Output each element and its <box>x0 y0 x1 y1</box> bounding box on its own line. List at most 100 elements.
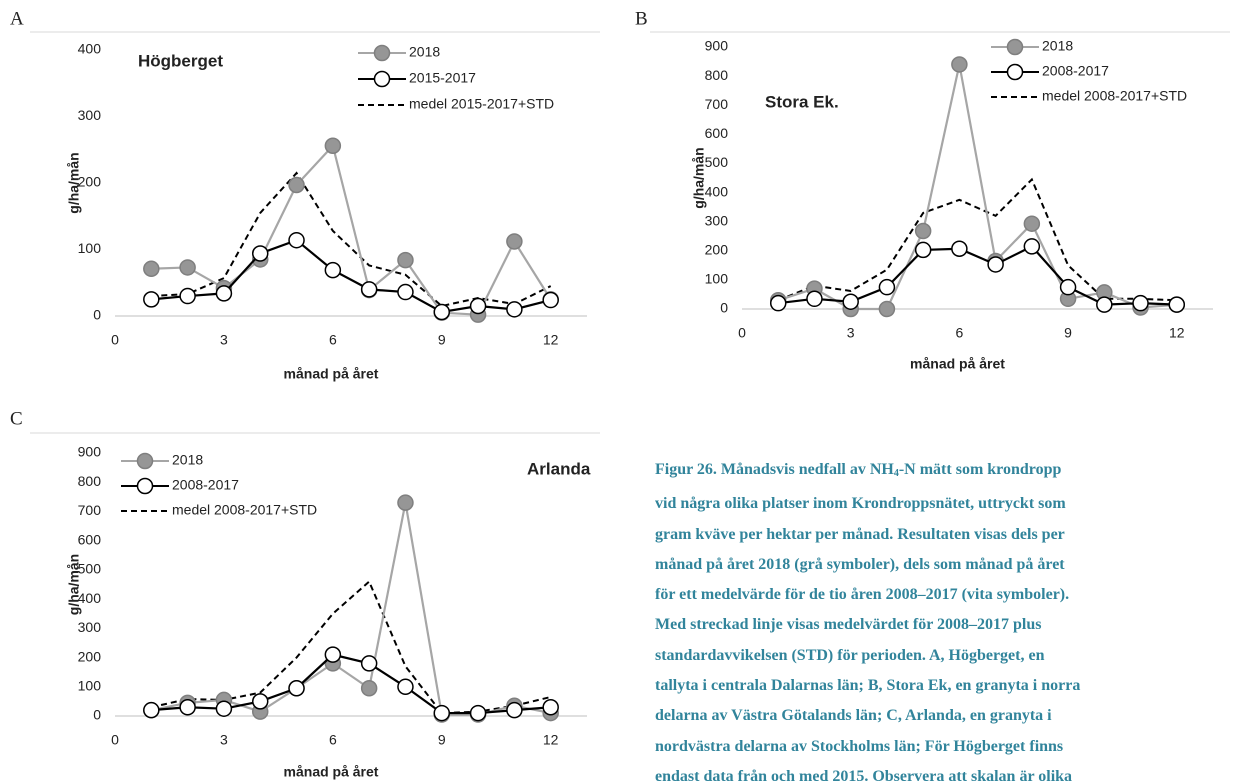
x-tick-label: 6 <box>955 325 963 341</box>
chart-title: Högberget <box>138 51 223 70</box>
point <box>397 251 414 269</box>
point <box>288 176 305 194</box>
y-tick-label: 200 <box>78 174 102 190</box>
point <box>1059 278 1077 296</box>
series-line <box>151 238 551 314</box>
legend-label: medel 2015-2017+STD <box>409 96 554 112</box>
y-tick-label: 400 <box>78 41 102 57</box>
point <box>324 646 342 663</box>
legend-label: 2008-2017 <box>172 477 239 493</box>
caption-text: -N mätt som krondropp <box>898 461 1062 478</box>
panel-label: C <box>10 408 23 429</box>
x-tick-label: 3 <box>220 732 228 748</box>
point <box>251 245 269 262</box>
point <box>397 678 414 696</box>
point <box>842 293 859 310</box>
y-tick-label: 800 <box>78 473 102 489</box>
point <box>143 701 160 719</box>
legend-marker <box>1006 63 1024 81</box>
x-axis-label: månad på året <box>284 366 379 382</box>
point <box>469 297 487 315</box>
y-tick-label: 400 <box>78 590 102 606</box>
y-axis-label: g/ha/mån <box>66 554 82 615</box>
y-tick-label: 700 <box>78 502 102 518</box>
y-tick-label: 900 <box>78 444 102 460</box>
series-line <box>777 177 1177 302</box>
x-tick-label: 0 <box>111 332 119 348</box>
point <box>506 701 523 719</box>
x-tick-label: 9 <box>1064 325 1072 341</box>
caption-line: för ett medelvärde för de tio åren 2008–… <box>655 586 1070 604</box>
y-tick-label: 0 <box>93 307 101 323</box>
series-line <box>151 502 551 716</box>
point <box>542 698 559 716</box>
x-tick-label: 12 <box>543 732 559 748</box>
y-tick-label: 900 <box>705 38 729 54</box>
point <box>143 291 160 308</box>
caption-line: månad på året 2018 (grå symboler), dels … <box>655 555 1065 573</box>
point <box>542 291 559 309</box>
y-tick-label: 100 <box>78 677 102 693</box>
y-tick-label: 300 <box>78 107 102 123</box>
legend-marker <box>136 452 154 470</box>
legend-marker <box>1006 38 1024 56</box>
y-tick-label: 100 <box>78 240 102 256</box>
y-axis-label: g/ha/mån <box>691 147 707 208</box>
point <box>143 260 160 278</box>
legend-label: medel 2008-2017+STD <box>1042 88 1187 104</box>
caption-line: gram kväve per hektar per månad. Resulta… <box>655 525 1065 543</box>
point <box>987 256 1004 273</box>
legend-label: medel 2008-2017+STD <box>172 502 317 518</box>
y-axis-label: g/ha/mån <box>66 152 82 213</box>
chart-title: Stora Ek. <box>765 92 839 111</box>
point <box>433 704 451 722</box>
caption-line: standardavvikelsen (STD) för perioden. A… <box>655 646 1045 664</box>
point <box>215 285 233 302</box>
point <box>1132 294 1149 312</box>
panel-label: A <box>10 8 24 29</box>
point <box>179 287 196 305</box>
point <box>1096 296 1113 313</box>
y-tick-label: 500 <box>78 561 102 577</box>
point <box>951 240 968 257</box>
legend-label: 2018 <box>409 44 440 60</box>
point <box>288 679 305 697</box>
point <box>215 700 233 717</box>
x-axis-label: månad på året <box>284 764 379 780</box>
point <box>878 300 896 318</box>
x-tick-label: 0 <box>111 732 119 748</box>
legend-label: 2008-2017 <box>1042 63 1109 79</box>
y-tick-label: 0 <box>93 707 101 723</box>
point <box>397 494 414 511</box>
caption-line: tallyta i centrala Dalarnas län; B, Stor… <box>655 677 1081 695</box>
caption-line: delarna av Västra Götalands län; C, Arla… <box>655 707 1052 725</box>
caption-line: endast data från och med 2015. Observera… <box>655 767 1073 782</box>
caption-line: Med streckad linje visas medelvärdet för… <box>655 616 1042 634</box>
point <box>179 698 196 716</box>
y-tick-label: 400 <box>705 183 729 199</box>
x-tick-label: 9 <box>438 732 446 748</box>
series-line <box>151 143 552 316</box>
caption-head: Figur 26. Månadsvis nedfall av NH <box>655 461 894 478</box>
point <box>878 278 896 296</box>
point <box>360 655 378 672</box>
point <box>324 137 342 155</box>
x-tick-label: 9 <box>438 332 446 348</box>
point <box>433 303 451 321</box>
caption: Figur 26. Månadsvis nedfall av NH4-N mät… <box>655 455 1230 782</box>
legend-label: 2015-2017 <box>409 70 476 86</box>
legend-label: 2018 <box>1042 38 1073 54</box>
point <box>397 283 414 301</box>
point <box>1168 296 1186 313</box>
point <box>251 693 269 710</box>
point <box>506 233 523 250</box>
point <box>914 241 932 259</box>
chart-title: Arlanda <box>527 459 591 478</box>
y-tick-label: 200 <box>78 648 102 664</box>
legend-marker <box>373 70 391 88</box>
point <box>324 261 342 279</box>
series-line <box>151 653 551 715</box>
caption-line: nordvästra delarna av Stockholms län; Fö… <box>655 737 1064 755</box>
